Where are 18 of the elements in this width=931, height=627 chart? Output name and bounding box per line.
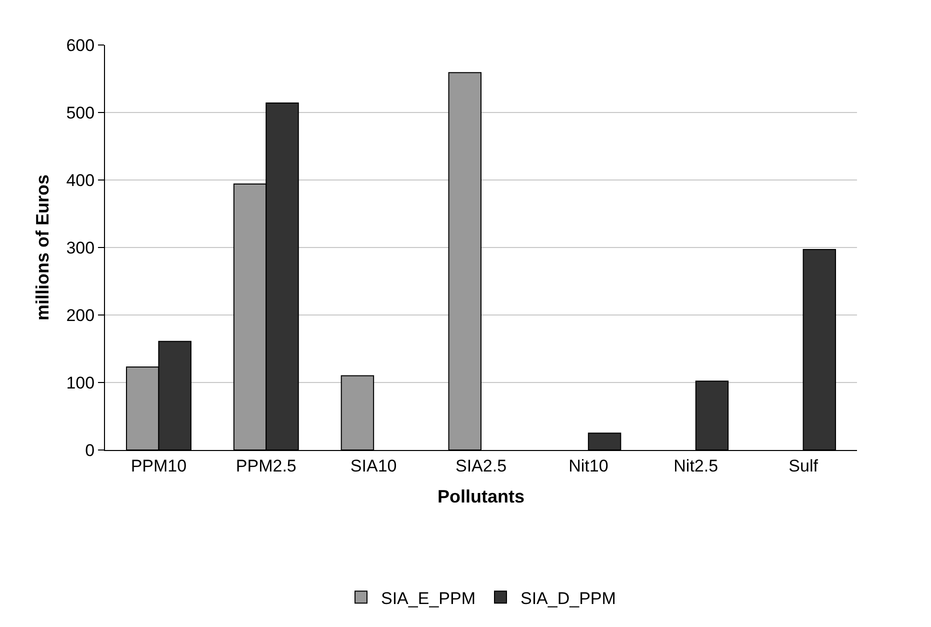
y-tick-label: 0: [85, 440, 95, 460]
y-tick-label: 100: [66, 373, 95, 392]
y-tick-label: 600: [66, 36, 95, 55]
legend-label: SIA_D_PPM: [520, 588, 616, 608]
x-tick-label: Nit2.5: [674, 456, 718, 476]
y-tick-label: 300: [66, 238, 95, 258]
legend-label: SIA_E_PPM: [381, 588, 476, 608]
x-tick-label: PPM2.5: [236, 456, 296, 476]
x-tick-label: PPM10: [130, 456, 187, 476]
x-tick-label: SIA2.5: [455, 456, 507, 476]
x-tick-label: Sulf: [788, 456, 818, 476]
y-tick-label: 500: [66, 103, 95, 122]
x-tick-label: SIA10: [350, 456, 397, 476]
x-tick-label: Nit10: [568, 456, 608, 476]
y-tick-label: 400: [66, 170, 95, 190]
x-axis-title: Pollutants: [437, 486, 525, 506]
y-tick-label: 200: [66, 306, 95, 325]
y-axis-title: millions of Euros: [32, 174, 52, 321]
